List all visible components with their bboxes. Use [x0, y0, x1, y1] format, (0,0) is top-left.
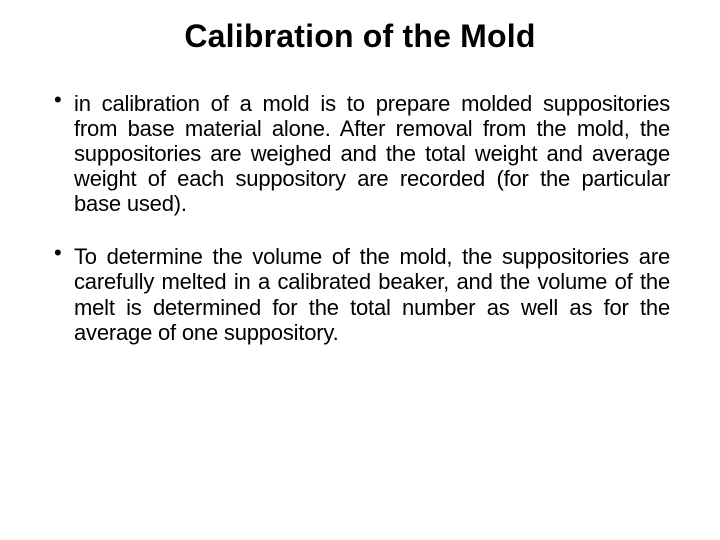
page-title: Calibration of the Mold — [50, 18, 670, 55]
bullet-text: To determine the volume of the mold, the… — [74, 244, 670, 344]
bullet-icon: • — [54, 88, 74, 112]
list-item: • To determine the volume of the mold, t… — [54, 244, 670, 344]
bullet-list: • in calibration of a mold is to prepare… — [50, 91, 670, 345]
list-item: • in calibration of a mold is to prepare… — [54, 91, 670, 216]
bullet-icon: • — [54, 241, 74, 265]
bullet-text: in calibration of a mold is to prepare m… — [74, 91, 670, 216]
